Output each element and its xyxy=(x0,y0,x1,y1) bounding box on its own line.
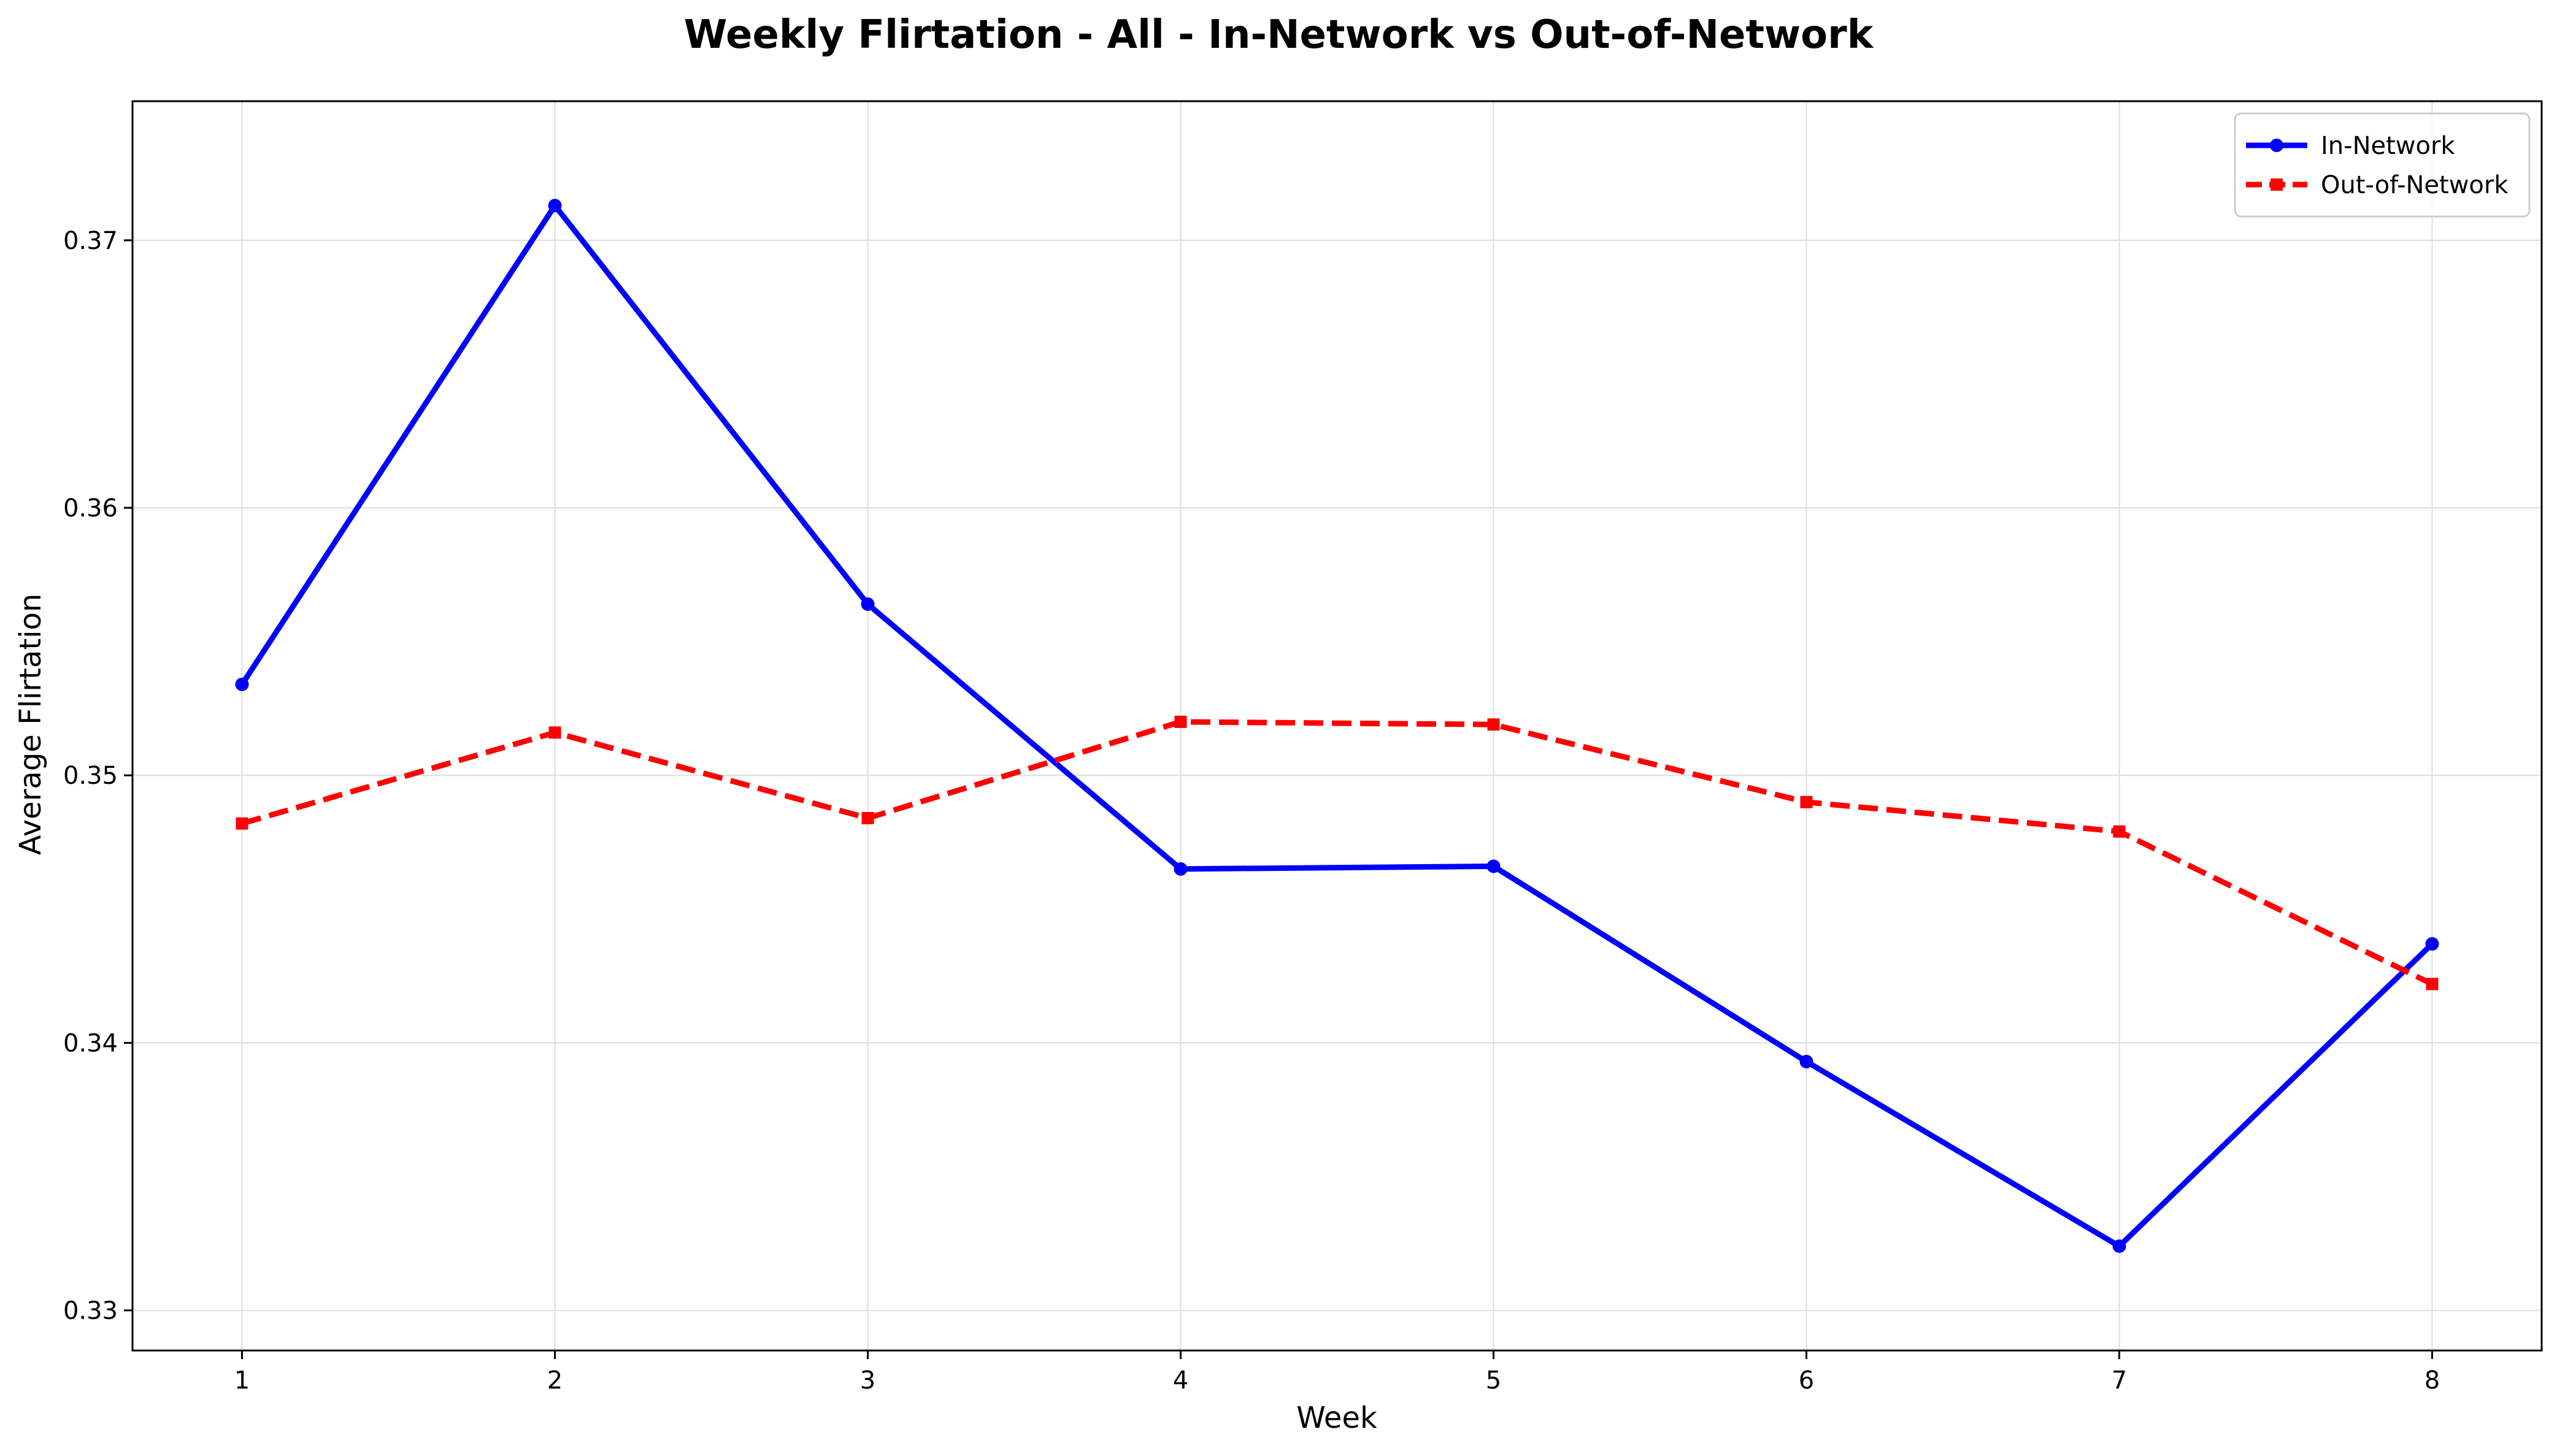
legend-box xyxy=(2234,112,2531,218)
y-tick-label: 0.35 xyxy=(63,762,118,790)
series-line-in-network xyxy=(239,202,2435,1249)
y-tick-label: 0.37 xyxy=(63,227,118,255)
data-point-in-network xyxy=(2425,937,2439,951)
series-out-of-network xyxy=(236,715,2439,990)
data-point-in-network xyxy=(548,199,562,213)
data-point-out-of-network xyxy=(1487,718,1500,731)
data-point-out-of-network xyxy=(548,726,561,739)
series-line-out-of-network xyxy=(241,719,2434,987)
data-point-in-network xyxy=(235,677,249,691)
x-tick-label: 7 xyxy=(2112,1366,2127,1395)
x-tick-label: 6 xyxy=(1799,1366,1814,1395)
y-tick-label: 0.33 xyxy=(63,1297,118,1325)
x-tick-label: 2 xyxy=(547,1366,563,1395)
x-tick-label: 1 xyxy=(234,1366,250,1395)
series-in-network xyxy=(235,199,2439,1253)
x-tick-label: 8 xyxy=(2424,1366,2440,1395)
y-tick-label: 0.34 xyxy=(63,1029,118,1057)
chart-title: Weekly Flirtation - All - In-Network vs … xyxy=(684,12,1874,58)
data-point-in-network xyxy=(1799,1054,1813,1068)
data-point-out-of-network xyxy=(1174,715,1187,728)
data-point-out-of-network xyxy=(1800,795,1813,808)
x-tick-label: 4 xyxy=(1173,1366,1188,1395)
data-point-in-network xyxy=(2112,1239,2126,1253)
x-axis-label: Week xyxy=(1296,1401,1377,1435)
legend-label-out-of-network: Out-of-Network xyxy=(2321,171,2509,199)
data-point-out-of-network xyxy=(2113,825,2126,838)
data-point-out-of-network xyxy=(2426,978,2439,990)
data-point-out-of-network xyxy=(861,811,874,824)
legend: In-Network Out-of-Network xyxy=(2234,112,2531,218)
legend-label-in-network: In-Network xyxy=(2321,132,2455,160)
y-axis-ticks: 0.33 0.34 0.35 0.36 0.37 xyxy=(63,227,133,1325)
plot-area-frame xyxy=(131,100,2543,1352)
y-tick-label: 0.36 xyxy=(63,494,118,523)
series-layer xyxy=(235,199,2439,1253)
legend-marker-out-of-network xyxy=(2271,178,2283,191)
data-point-out-of-network xyxy=(236,817,248,830)
data-point-in-network xyxy=(861,597,875,611)
x-tick-label: 3 xyxy=(860,1366,875,1395)
legend-marker-in-network xyxy=(2270,139,2283,152)
data-point-in-network xyxy=(1174,862,1188,876)
y-axis-label: Average Flirtation xyxy=(13,594,48,856)
x-axis-ticks: 1 2 3 4 5 6 7 8 xyxy=(234,1351,2440,1395)
data-point-in-network xyxy=(1486,859,1501,873)
x-tick-label: 5 xyxy=(1486,1366,1501,1395)
